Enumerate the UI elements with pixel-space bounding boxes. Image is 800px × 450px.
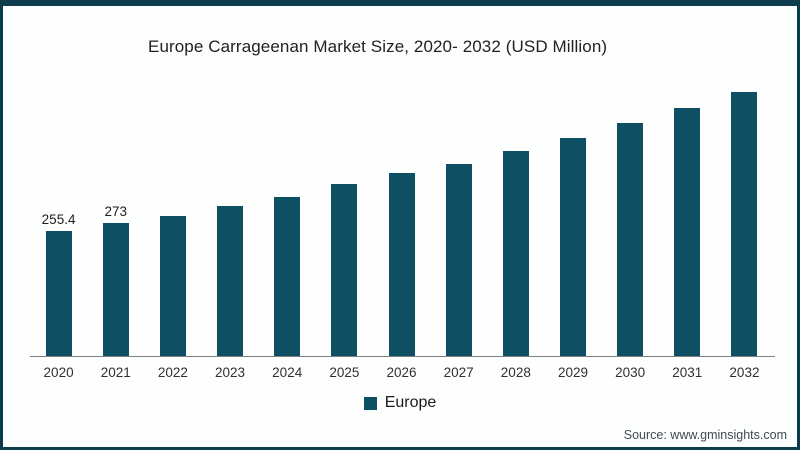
x-axis-label-2020: 2020 (43, 365, 74, 380)
chart-column-2026 (373, 76, 430, 356)
bar-value-label-2021: 273 (104, 204, 127, 219)
bar-2024 (274, 197, 301, 356)
bar-2021 (102, 223, 129, 356)
bar-value-label-2020: 255.4 (41, 212, 76, 227)
x-axis-label-2023: 2023 (215, 365, 246, 380)
legend-label-europe: Europe (384, 394, 437, 411)
chart-canvas: Europe Carrageenan Market Size, 2020- 20… (3, 6, 797, 447)
bar-2027 (445, 164, 472, 356)
chart-column-2021: 273 (87, 76, 144, 356)
bar-2028 (502, 151, 529, 356)
x-axis-label-2031: 2031 (672, 365, 703, 380)
x-axis-tick-labels: 2020 2021 2022 2023 2024 2025 2026 2027 2028 2029… (30, 365, 773, 380)
chart-column-2030 (602, 76, 659, 356)
bar-2023 (217, 206, 244, 356)
bar-2030 (617, 123, 644, 356)
bar-2032 (731, 92, 758, 356)
chart-column-2023 (201, 76, 258, 356)
x-axis-label-2021: 2021 (100, 365, 131, 380)
x-axis-label-2025: 2025 (329, 365, 360, 380)
chart-column-2032 (716, 76, 773, 356)
x-axis-label-2029: 2029 (557, 365, 588, 380)
x-axis-label-2032: 2032 (729, 365, 760, 380)
chart-column-2028 (487, 76, 544, 356)
chart-title: Europe Carrageenan Market Size, 2020- 20… (148, 37, 608, 56)
chart-column-2022 (144, 76, 201, 356)
x-axis-label-2030: 2030 (615, 365, 646, 380)
bar-plot-area: 255.4 273 (30, 76, 773, 356)
x-axis-label-2022: 2022 (157, 365, 188, 380)
chart-column-2029 (544, 76, 601, 356)
bar-2022 (159, 216, 186, 356)
chart-column-2024 (259, 76, 316, 356)
source-attribution: Source: www.gminsights.com (623, 428, 787, 442)
x-axis-label-2026: 2026 (386, 365, 417, 380)
x-axis-label-2024: 2024 (272, 365, 303, 380)
x-axis-line (30, 356, 775, 357)
bar-2026 (388, 173, 415, 356)
chart-column-2025 (316, 76, 373, 356)
bar-2020 (45, 231, 72, 356)
legend-swatch-europe (363, 396, 377, 410)
bar-2029 (559, 138, 586, 356)
chart-column-2027 (430, 76, 487, 356)
x-axis-label-2028: 2028 (500, 365, 531, 380)
bar-2031 (674, 108, 701, 356)
x-axis-label-2027: 2027 (443, 365, 474, 380)
legend: Europe (3, 394, 797, 412)
bar-2025 (331, 184, 358, 356)
chart-column-2031 (659, 76, 716, 356)
chart-column-2020: 255.4 (30, 76, 87, 356)
